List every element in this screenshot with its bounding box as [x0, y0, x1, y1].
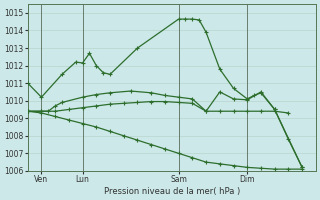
X-axis label: Pression niveau de la mer( hPa ): Pression niveau de la mer( hPa ) [104, 187, 240, 196]
